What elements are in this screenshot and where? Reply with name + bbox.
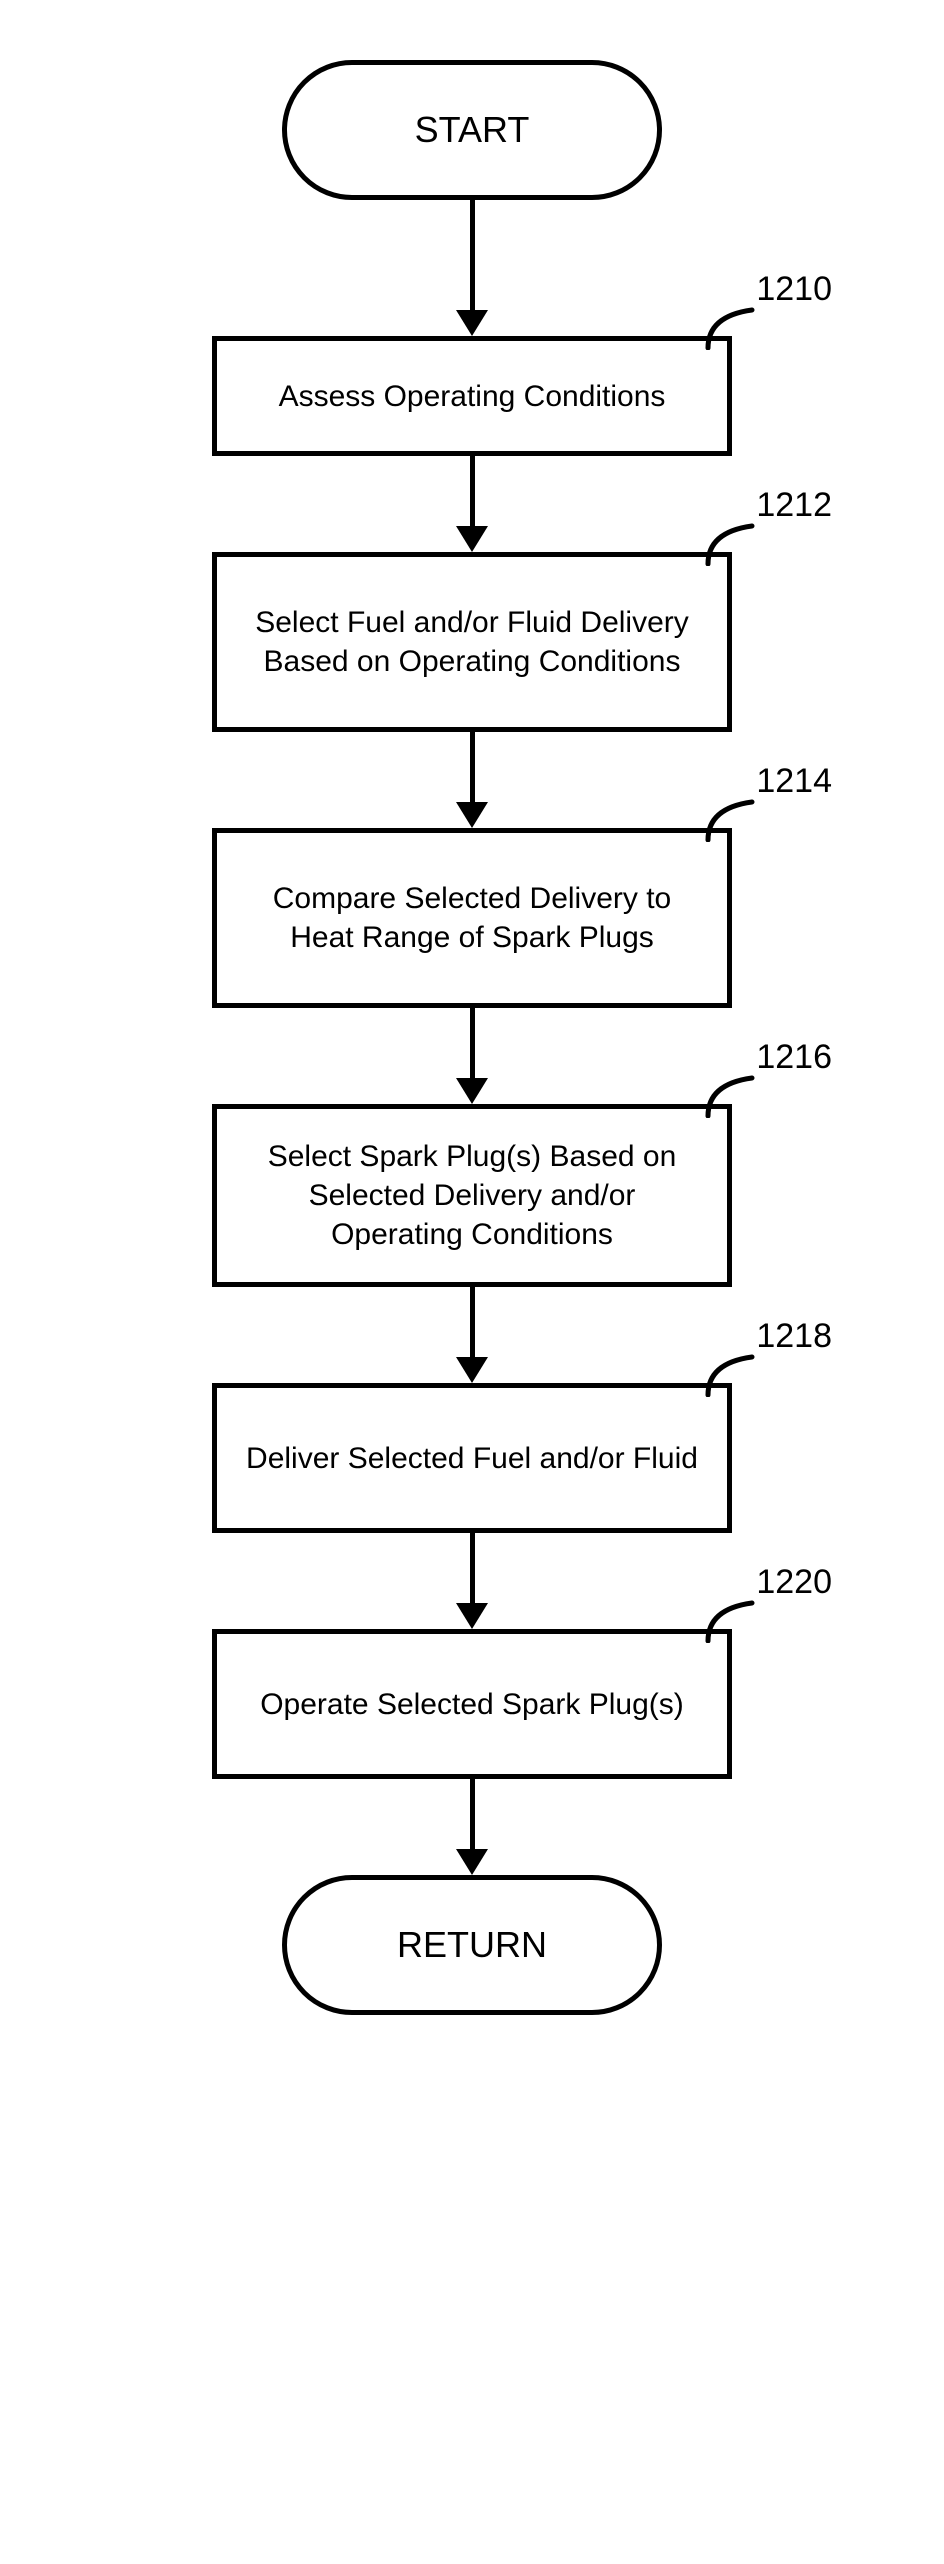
process-box: Deliver Selected Fuel and/or Fluid bbox=[212, 1383, 732, 1533]
callout-icon bbox=[700, 1597, 760, 1643]
arrow-head-icon bbox=[456, 1603, 488, 1629]
reference-label: 1216 bbox=[756, 1038, 832, 1077]
return-label: RETURN bbox=[397, 1924, 547, 1966]
reference-label: 1212 bbox=[756, 486, 832, 525]
arrow-line bbox=[470, 456, 475, 526]
reference-label: 1214 bbox=[756, 762, 832, 801]
process-step: 1220Operate Selected Spark Plug(s) bbox=[212, 1629, 732, 1779]
process-text: Compare Selected Delivery to Heat Range … bbox=[241, 879, 703, 957]
callout-icon bbox=[700, 304, 760, 350]
callout-icon bbox=[700, 520, 760, 566]
callout-icon bbox=[700, 1072, 760, 1118]
arrow bbox=[456, 456, 488, 552]
process-text: Assess Operating Conditions bbox=[279, 377, 666, 416]
process-box: Operate Selected Spark Plug(s) bbox=[212, 1629, 732, 1779]
process-box: Select Fuel and/or Fluid Delivery Based … bbox=[212, 552, 732, 732]
arrow bbox=[456, 1287, 488, 1383]
arrow-head-icon bbox=[456, 1357, 488, 1383]
arrow bbox=[456, 732, 488, 828]
return-terminal: RETURN bbox=[282, 1875, 662, 2015]
reference-label: 1210 bbox=[756, 270, 832, 309]
arrow bbox=[456, 1533, 488, 1629]
process-text: Select Fuel and/or Fluid Delivery Based … bbox=[241, 603, 703, 681]
process-step: 1210Assess Operating Conditions bbox=[212, 336, 732, 456]
process-step: 1218Deliver Selected Fuel and/or Fluid bbox=[212, 1383, 732, 1533]
arrow bbox=[456, 1779, 488, 1875]
arrow-head-icon bbox=[456, 526, 488, 552]
reference-label: 1218 bbox=[756, 1317, 832, 1356]
arrow-head-icon bbox=[456, 310, 488, 336]
callout-icon bbox=[700, 796, 760, 842]
process-text: Deliver Selected Fuel and/or Fluid bbox=[246, 1439, 698, 1478]
arrow-head-icon bbox=[456, 1078, 488, 1104]
arrow-line bbox=[470, 1779, 475, 1849]
flowchart-container: START 1210Assess Operating Conditions121… bbox=[80, 60, 864, 2015]
arrow-line bbox=[470, 1287, 475, 1357]
callout-icon bbox=[700, 1351, 760, 1397]
arrow bbox=[456, 1008, 488, 1104]
process-step: 1212Select Fuel and/or Fluid Delivery Ba… bbox=[212, 552, 732, 732]
arrow-head-icon bbox=[456, 1849, 488, 1875]
process-step: 1216Select Spark Plug(s) Based on Select… bbox=[212, 1104, 732, 1287]
arrow-head-icon bbox=[456, 802, 488, 828]
process-text: Operate Selected Spark Plug(s) bbox=[260, 1685, 684, 1724]
arrow-line bbox=[470, 1008, 475, 1078]
reference-label: 1220 bbox=[756, 1563, 832, 1602]
process-step: 1214Compare Selected Delivery to Heat Ra… bbox=[212, 828, 732, 1008]
arrow-line bbox=[470, 732, 475, 802]
process-box: Compare Selected Delivery to Heat Range … bbox=[212, 828, 732, 1008]
process-box: Assess Operating Conditions bbox=[212, 336, 732, 456]
arrow-line bbox=[470, 1533, 475, 1603]
arrow-line bbox=[470, 200, 475, 310]
process-box: Select Spark Plug(s) Based on Selected D… bbox=[212, 1104, 732, 1287]
process-text: Select Spark Plug(s) Based on Selected D… bbox=[241, 1137, 703, 1254]
start-terminal: START bbox=[282, 60, 662, 200]
arrow bbox=[456, 200, 488, 336]
start-label: START bbox=[415, 109, 530, 151]
